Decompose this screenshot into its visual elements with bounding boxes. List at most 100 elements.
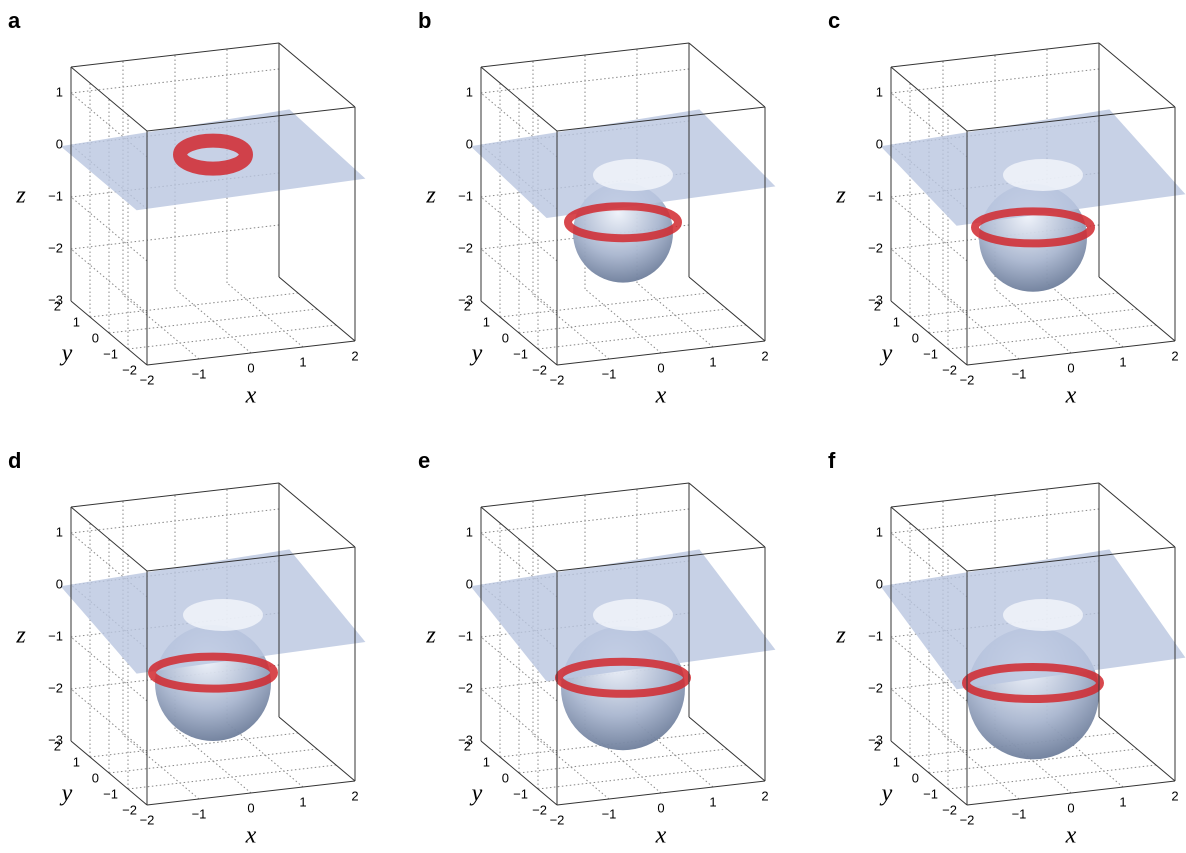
grid-line: [500, 293, 708, 317]
box-edge: [71, 43, 279, 67]
box-edge: [279, 277, 355, 341]
box-edge: [891, 67, 967, 131]
z-axis-label: z: [15, 623, 26, 649]
x-tick-label: −1: [192, 806, 207, 821]
x-tick-label: 1: [299, 354, 306, 369]
y-tick-label: 0: [912, 330, 919, 345]
x-tick-label: −2: [960, 372, 975, 387]
dip-highlight: [183, 599, 263, 631]
z-tick-label: −2: [48, 240, 63, 255]
x-tick-label: 2: [761, 788, 768, 803]
dip-highlight: [593, 599, 673, 631]
panel-label: d: [8, 448, 21, 473]
box-edge: [481, 67, 557, 131]
y-tick-label: −1: [513, 346, 528, 361]
y-tick-label: 2: [874, 298, 881, 313]
z-tick-label: 1: [56, 524, 63, 539]
z-tick-label: −1: [458, 628, 473, 643]
y-tick-label: −1: [103, 346, 118, 361]
z-tick-label: −1: [868, 628, 883, 643]
z-tick-label: −1: [48, 628, 63, 643]
box-edge: [71, 67, 147, 131]
plane-surface: [61, 109, 366, 210]
grid-line: [910, 293, 1118, 317]
box-edge: [481, 43, 689, 67]
z-axis-label: z: [835, 623, 846, 649]
x-tick-label: −1: [602, 366, 617, 381]
x-tick-label: −1: [602, 806, 617, 821]
y-tick-label: −2: [532, 802, 547, 817]
y-tick-label: 2: [464, 738, 471, 753]
z-tick-label: 1: [466, 84, 473, 99]
z-tick-label: −2: [458, 680, 473, 695]
z-tick-label: 1: [876, 524, 883, 539]
x-tick-label: 1: [709, 794, 716, 809]
y-tick-label: 0: [912, 770, 919, 785]
x-tick-label: 2: [1171, 348, 1178, 363]
grid-line: [929, 309, 1137, 333]
y-axis-label: y: [880, 781, 893, 807]
x-axis-label: x: [245, 383, 257, 409]
panel: d10−1−2−3210−1−2−2−1012zyx: [8, 448, 365, 849]
dip-highlight: [1003, 599, 1083, 631]
z-tick-label: 1: [56, 84, 63, 99]
x-tick-label: −2: [960, 812, 975, 827]
y-tick-label: −2: [122, 802, 137, 817]
box-edge: [71, 483, 279, 507]
z-tick-label: 1: [466, 524, 473, 539]
y-tick-label: 1: [483, 314, 490, 329]
x-tick-label: −1: [192, 366, 207, 381]
panel: b10−1−2−3210−1−2−2−1012zyx: [418, 8, 775, 409]
y-tick-label: 2: [54, 738, 61, 753]
y-tick-label: 2: [874, 738, 881, 753]
panel: a10−1−2−3210−1−2−2−1012zyx: [8, 8, 365, 409]
z-tick-label: 0: [876, 576, 883, 591]
z-tick-label: 0: [56, 576, 63, 591]
x-tick-label: 2: [351, 788, 358, 803]
x-axis-label: x: [245, 823, 257, 849]
z-tick-label: 1: [876, 84, 883, 99]
x-tick-label: 2: [1171, 788, 1178, 803]
z-axis-label: z: [15, 183, 26, 209]
box-edge: [481, 483, 689, 507]
y-tick-label: −2: [942, 802, 957, 817]
x-tick-label: 1: [1119, 794, 1126, 809]
box-edge: [689, 483, 765, 547]
box-edge: [689, 717, 765, 781]
x-tick-label: 1: [709, 354, 716, 369]
z-tick-label: 0: [466, 136, 473, 151]
y-tick-label: 0: [502, 770, 509, 785]
grid-line: [90, 293, 298, 317]
x-tick-label: −2: [140, 372, 155, 387]
box-edge: [279, 43, 355, 107]
box-edge: [279, 483, 355, 547]
z-tick-label: −2: [868, 240, 883, 255]
x-tick-label: 0: [1067, 360, 1074, 375]
y-tick-label: 1: [893, 314, 900, 329]
y-tick-label: 2: [464, 298, 471, 313]
z-tick-label: 0: [56, 136, 63, 151]
z-tick-label: −2: [48, 680, 63, 695]
x-axis-label: x: [1065, 823, 1077, 849]
z-tick-label: −1: [868, 188, 883, 203]
x-axis-label: x: [655, 383, 667, 409]
x-tick-label: 0: [247, 800, 254, 815]
z-axis-label: z: [425, 623, 436, 649]
x-tick-label: −2: [550, 812, 565, 827]
figure: a10−1−2−3210−1−2−2−1012zyxb10−1−2−3210−1…: [0, 0, 1186, 853]
y-tick-label: −2: [122, 362, 137, 377]
box-edge: [71, 507, 147, 571]
z-axis-label: z: [425, 183, 436, 209]
box-edge: [1099, 43, 1175, 107]
y-tick-label: 0: [92, 770, 99, 785]
box-edge: [891, 507, 967, 571]
z-tick-label: −2: [868, 680, 883, 695]
y-tick-label: −1: [923, 346, 938, 361]
y-axis-label: y: [470, 341, 483, 367]
panel-label: a: [8, 8, 21, 33]
y-axis-label: y: [60, 781, 73, 807]
x-tick-label: 0: [657, 360, 664, 375]
box-edge: [1099, 277, 1175, 341]
